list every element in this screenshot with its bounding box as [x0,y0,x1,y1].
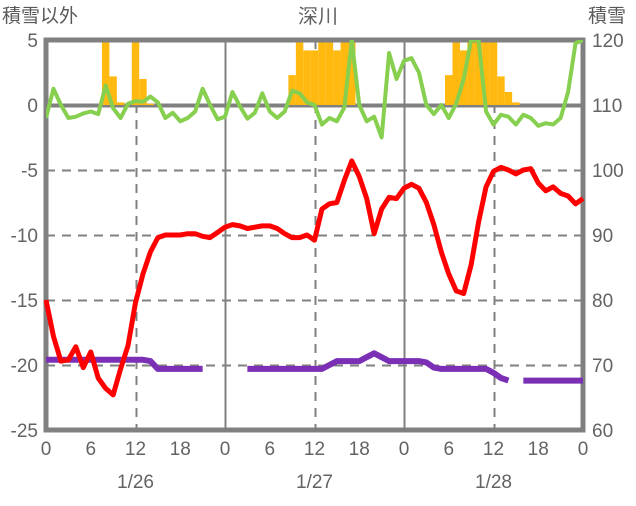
right-axis-caption: 積雪 [588,5,626,27]
y-tick-label: 5 [27,31,38,52]
x-tick-label: 0 [578,439,589,460]
precipitation-bar [139,79,147,105]
y2-tick-label: 120 [592,31,624,52]
y2-tick-label: 100 [592,161,624,182]
page-title: 深川 [298,5,338,28]
snow-depth-line-group [46,40,583,140]
precipitation-bar [325,40,334,105]
x-tick-label: 18 [528,439,549,460]
precipitation-bar [116,102,125,105]
precipitation-bar [467,40,475,105]
y2-tick-label: 70 [592,356,613,377]
series-lines [43,40,585,398]
precipitation-bar [318,40,326,105]
precipitation-bar [474,40,483,105]
precipitation-bar [101,40,110,105]
snow-depth-line [46,40,583,140]
y2-axis-ticks: 120 110 100 90 80 70 60 [592,31,624,442]
x-tick-label: 0 [220,439,231,460]
y-tick-label: -25 [11,421,38,442]
plot-frame [43,37,586,433]
x-tick-label: 18 [349,439,370,460]
y2-tick-label: 110 [592,96,622,117]
precipitation-bar [445,75,453,105]
x-tick-label: 18 [170,439,191,460]
x-tick-label: 12 [304,439,325,460]
precipitation-bar [131,40,140,105]
precipitation-bar [295,40,304,105]
x-tick-label: 12 [125,439,146,460]
x-tick-label: 6 [85,439,96,460]
precipitation-bar [340,40,349,105]
x-day-label: 1/26 [117,472,154,493]
x-day-label: 1/27 [296,472,333,493]
precipitation-bar [333,50,341,105]
x-axis-ticks: 0 6 12 18 0 6 12 18 0 6 12 18 0 [41,439,589,460]
precipitation-bar [310,50,319,105]
precipitation-bar [146,103,155,105]
x-tick-label: 6 [443,439,454,460]
left-axis-caption: 積雪以外 [2,5,78,27]
x-tick-label: 0 [399,439,410,460]
precipitation-bars [101,40,520,105]
precipitation-bar [482,40,490,105]
y-axis-ticks: 5 0 -5 -10 -15 -20 -25 [11,31,38,442]
x-axis-day-labels: 1/26 1/27 1/28 [117,472,512,493]
pressure-line-segment [247,350,510,384]
y2-tick-label: 60 [592,421,613,442]
y-tick-label: -5 [21,161,38,182]
y2-tick-label: 80 [592,291,613,312]
precipitation-bar [489,40,498,105]
precipitation-bar [504,92,513,105]
y2-tick-label: 90 [592,226,613,247]
precipitation-bar [109,76,117,105]
precipitation-bar [497,76,505,105]
y-tick-label: -20 [11,356,38,377]
y-tick-label: 0 [27,96,38,117]
x-tick-label: 12 [483,439,504,460]
precipitation-bar [348,40,356,105]
precipitation-bar [512,102,520,105]
x-day-label: 1/28 [475,472,512,493]
y-tick-label: -10 [11,226,38,247]
x-tick-label: 0 [41,439,52,460]
precipitation-bar [452,40,460,105]
temperature-line [43,158,585,398]
x-tick-label: 6 [264,439,275,460]
y-tick-label: -15 [11,291,38,312]
precipitation-bar [303,50,311,105]
